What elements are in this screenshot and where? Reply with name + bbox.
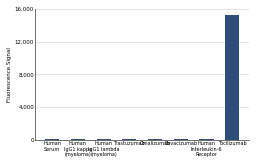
Bar bbox=[71, 139, 85, 140]
Y-axis label: Fluorescence Signal: Fluorescence Signal bbox=[7, 47, 12, 102]
Bar bbox=[45, 139, 59, 140]
Bar bbox=[174, 139, 188, 140]
Bar bbox=[225, 15, 239, 140]
Bar bbox=[122, 139, 136, 140]
Bar bbox=[199, 139, 214, 140]
Bar bbox=[148, 139, 162, 140]
Bar bbox=[97, 139, 111, 140]
